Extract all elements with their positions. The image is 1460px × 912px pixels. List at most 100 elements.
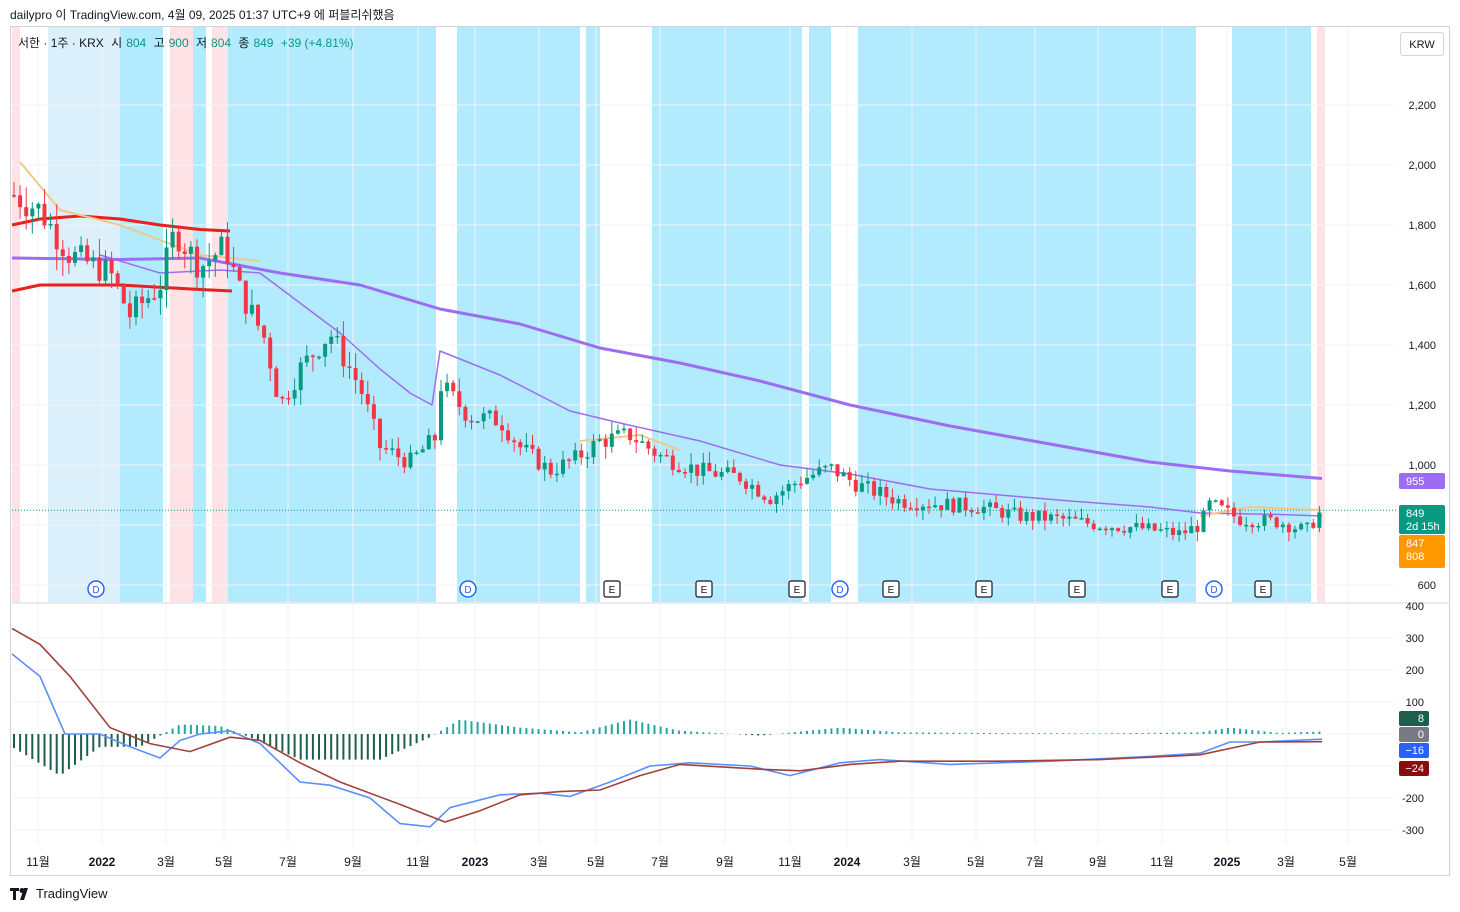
- candle-body: [475, 421, 480, 423]
- candle-body: [768, 499, 773, 504]
- candle-body: [18, 195, 23, 208]
- earnings-event-icon[interactable]: [603, 580, 621, 598]
- session-band: [586, 27, 600, 602]
- candle-body: [1079, 518, 1084, 520]
- candle-body: [243, 280, 248, 314]
- time-tick-label: 2024: [834, 855, 861, 869]
- candle-body: [1207, 500, 1212, 511]
- candle-body: [597, 439, 602, 442]
- candle-body: [756, 484, 761, 497]
- candle-body: [262, 325, 267, 338]
- earnings-event-icon[interactable]: [1254, 580, 1272, 598]
- dividend-event-icon[interactable]: [1205, 580, 1223, 598]
- earnings-event-icon[interactable]: [788, 580, 806, 598]
- earnings-event-icon[interactable]: [1161, 580, 1179, 598]
- candle-body: [1268, 514, 1273, 518]
- footer-brand-label: TradingView: [36, 886, 108, 901]
- session-band: [809, 27, 831, 602]
- time-tick-label: 3월: [903, 855, 921, 869]
- dividend-event-icon[interactable]: [831, 580, 849, 598]
- candle-body: [994, 502, 999, 509]
- candle-body: [1244, 524, 1249, 527]
- candle-body: [365, 393, 370, 405]
- time-tick-label: 9월: [716, 855, 734, 869]
- currency-button[interactable]: KRW: [1400, 32, 1444, 56]
- price-tick-label: 600: [1418, 580, 1436, 592]
- candle-body: [286, 397, 291, 400]
- candle-body: [158, 290, 163, 299]
- earnings-event-icon[interactable]: [1068, 580, 1086, 598]
- high-value: 900: [168, 36, 189, 50]
- price-tick-label: 1,800: [1408, 220, 1436, 232]
- dividend-event-icon[interactable]: [87, 580, 105, 598]
- earnings-event-icon[interactable]: [975, 580, 993, 598]
- candle-body: [939, 505, 944, 510]
- candle-body: [1305, 522, 1310, 525]
- orange-moving-average-line-3: [1199, 506, 1321, 517]
- price-tick-label: 1,000: [1408, 460, 1436, 472]
- candle-body: [1128, 527, 1133, 533]
- candle-body: [323, 343, 328, 357]
- candle-body: [12, 195, 16, 197]
- candle-body: [24, 207, 29, 217]
- candle-body: [408, 452, 413, 468]
- tradingview-logo-icon: [10, 887, 32, 900]
- candle-body: [658, 454, 663, 457]
- macd-value-tag: [1399, 727, 1429, 742]
- time-tick-label: 7월: [1026, 855, 1044, 869]
- time-tick-label: 2022: [89, 855, 116, 869]
- candle-body: [506, 430, 511, 441]
- candle-body: [127, 303, 132, 318]
- time-tick-label: 5월: [215, 855, 233, 869]
- publish-header: dailypro 이 TradingView.com, 4월 09, 2025 …: [10, 8, 395, 22]
- candle-body: [347, 366, 352, 369]
- candle-body: [719, 471, 724, 477]
- candle-body: [1055, 514, 1060, 516]
- candle-body: [573, 450, 578, 461]
- candle-body: [902, 499, 907, 508]
- dividend-event-icon[interactable]: [459, 580, 477, 598]
- price-tick-label: 2,000: [1408, 160, 1436, 172]
- candle-body: [103, 259, 108, 281]
- candle-body: [256, 304, 260, 326]
- candle-body: [469, 420, 474, 423]
- candle-body: [512, 440, 517, 443]
- earnings-event-icon[interactable]: [695, 580, 713, 598]
- candle-body: [975, 512, 980, 514]
- candle-body: [268, 337, 273, 369]
- candle-body: [445, 382, 450, 392]
- candle-body: [121, 284, 126, 304]
- candle-body: [805, 477, 809, 484]
- time-tick-label: 9월: [344, 855, 362, 869]
- macd-tick-label: 300: [1406, 633, 1424, 645]
- macd-value-tag-text: −16: [1405, 745, 1424, 757]
- ma-short-value-tag-text: 808: [1406, 551, 1424, 563]
- close-value: 849: [253, 36, 274, 50]
- candle-body: [1158, 529, 1163, 531]
- candle-body: [676, 469, 681, 473]
- ma-value-tag: [1399, 473, 1445, 489]
- candle-body: [213, 255, 218, 261]
- candle-body: [146, 298, 151, 304]
- earnings-event-icon[interactable]: [882, 580, 900, 598]
- macd-value-tag-text: −24: [1405, 763, 1424, 775]
- candle-body: [585, 457, 590, 459]
- candle-body: [829, 464, 834, 466]
- macd-tick-label: -200: [1402, 793, 1424, 805]
- candle-body: [1195, 526, 1200, 532]
- time-tick-label: 3월: [1277, 855, 1295, 869]
- time-tick-label: 7월: [651, 855, 669, 869]
- candle-body: [402, 457, 407, 468]
- time-tick-label: 2025: [1214, 855, 1241, 869]
- candle-body: [353, 368, 358, 381]
- candle-body: [640, 441, 645, 443]
- low-label: 저: [195, 36, 208, 50]
- candle-body: [66, 256, 71, 263]
- candle-body: [439, 391, 443, 441]
- candle-body: [664, 454, 669, 457]
- candle-body: [371, 404, 376, 419]
- change-value: +39 (+4.81%): [280, 36, 354, 50]
- candle-body: [1036, 510, 1041, 521]
- candle-body: [1110, 528, 1114, 531]
